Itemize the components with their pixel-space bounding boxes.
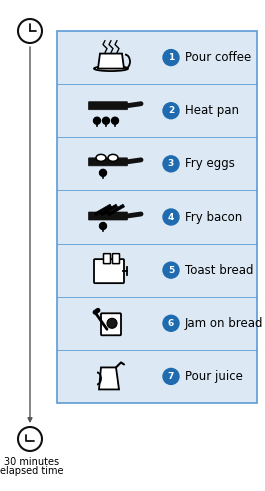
Polygon shape [94,117,100,124]
Circle shape [163,315,179,331]
Circle shape [163,103,179,119]
Text: 6: 6 [168,319,174,328]
FancyBboxPatch shape [57,31,257,403]
Ellipse shape [108,154,118,162]
Text: Fry eggs: Fry eggs [185,157,235,170]
FancyBboxPatch shape [94,259,124,283]
Text: Heat pan: Heat pan [185,104,239,117]
Text: elapsed time: elapsed time [0,466,64,476]
FancyBboxPatch shape [101,313,121,335]
Polygon shape [100,169,107,176]
Text: 30 minutes: 30 minutes [5,457,60,467]
Text: Pour juice: Pour juice [185,370,243,383]
FancyBboxPatch shape [89,212,127,220]
Circle shape [163,50,179,66]
FancyBboxPatch shape [100,204,118,216]
Polygon shape [99,367,119,389]
Text: 4: 4 [168,213,174,221]
Circle shape [163,209,179,225]
FancyBboxPatch shape [113,254,120,264]
Text: 3: 3 [168,160,174,168]
Polygon shape [112,117,118,124]
Text: Pour coffee: Pour coffee [185,51,251,64]
Circle shape [163,368,179,384]
Text: 7: 7 [168,372,174,381]
Text: 5: 5 [168,266,174,274]
FancyBboxPatch shape [89,158,127,166]
Polygon shape [103,117,109,124]
Text: Fry bacon: Fry bacon [185,211,242,223]
Ellipse shape [96,154,106,162]
Text: Toast bread: Toast bread [185,264,254,276]
FancyBboxPatch shape [89,102,127,109]
Circle shape [163,262,179,278]
Polygon shape [100,222,107,229]
FancyBboxPatch shape [107,204,125,216]
Ellipse shape [94,66,128,71]
Circle shape [163,156,179,172]
Text: Jam on bread: Jam on bread [185,317,263,330]
Ellipse shape [107,318,117,328]
Text: 2: 2 [168,106,174,115]
FancyBboxPatch shape [94,204,112,216]
Circle shape [18,427,42,451]
Polygon shape [98,54,124,69]
FancyBboxPatch shape [104,254,111,264]
Text: 1: 1 [168,53,174,62]
Circle shape [18,19,42,43]
